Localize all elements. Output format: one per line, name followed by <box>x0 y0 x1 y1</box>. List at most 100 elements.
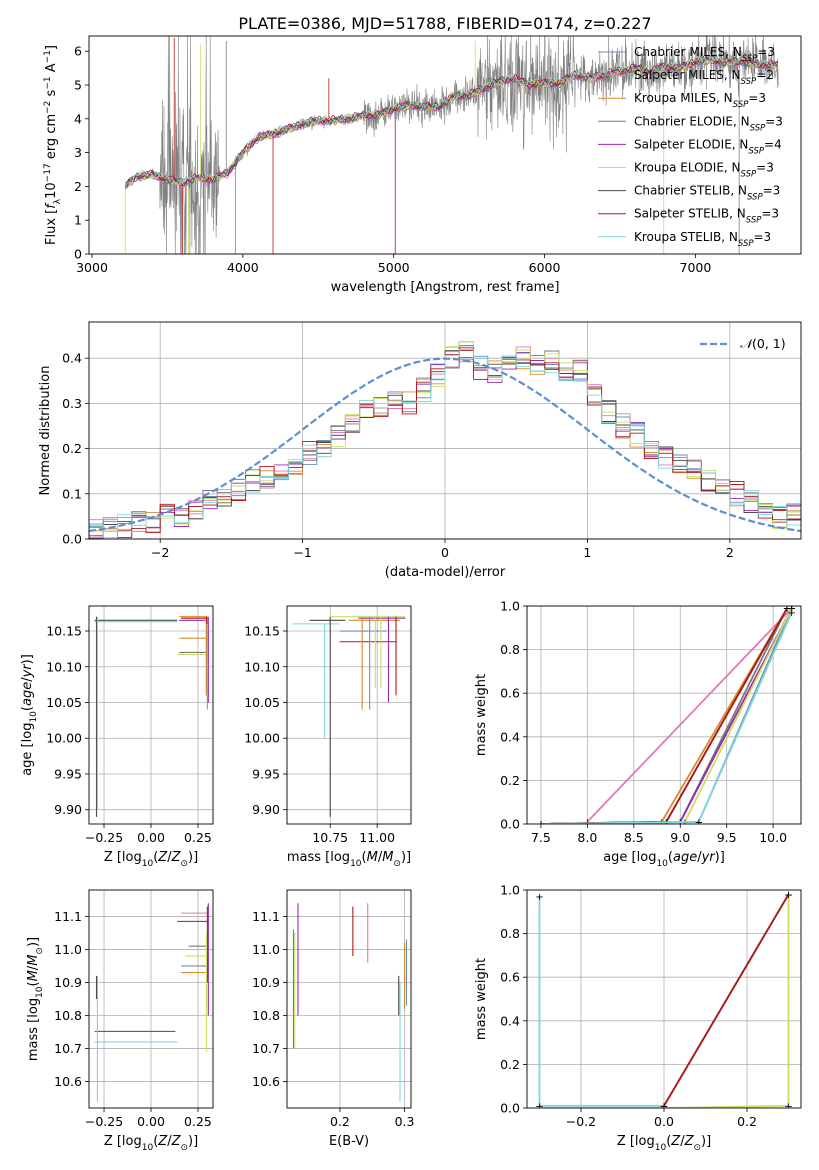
weight-marker: + <box>783 604 791 615</box>
y-tick-label: 6 <box>74 44 82 59</box>
spectrum-legend: Chabrier MILES, NSSP=3 Salpeter MILES, NS… <box>598 45 783 249</box>
x-tick-label: 0.2 <box>737 1114 757 1129</box>
y-tick-label: 10.00 <box>244 731 280 746</box>
y-tick-label: 9.90 <box>54 802 82 817</box>
x-tick-label: 0.00 <box>137 1114 165 1129</box>
weight-line <box>586 607 793 823</box>
y-tick-label: 1.0 <box>500 599 520 614</box>
axes-frame <box>526 605 802 825</box>
y-axis-label: Flux [fλ10−17 erg cm−2 s−1 A−1] <box>43 45 63 245</box>
weight-marker: + <box>783 604 791 615</box>
weight-line <box>538 896 664 1107</box>
y-tick-label: 11.1 <box>54 909 82 924</box>
y-tick-label: 0.4 <box>62 351 82 366</box>
x-tick-label: 7000 <box>680 260 712 275</box>
y-tick-label: 0.0 <box>62 532 82 547</box>
plot-area <box>89 606 213 824</box>
y-tick-label: 3 <box>74 145 82 160</box>
weight-marker: + <box>657 817 665 828</box>
chart-mass-vs-Z: −0.25 0.00 0.25 10.6 10.7 10.8 10.9 11.0 11.1 Z [… <box>26 889 214 1153</box>
x-tick-label: −2 <box>151 545 169 560</box>
charts: 3000 4000 5000 6000 7000 0 1 2 3 4 5 6 Chabrier MILE… <box>20 35 802 1153</box>
y-tick-label: 0.0 <box>500 1101 520 1116</box>
x-axis-label: Z [log10(Z/Z⊙)] <box>104 1134 198 1153</box>
y-tick-label: 0.8 <box>500 926 520 941</box>
y-axis-label: Normed distribution <box>38 366 53 496</box>
x-axis-label: wavelength [Angstrom, rest frame] <box>331 280 560 295</box>
model-spectrum <box>124 55 778 187</box>
weight-line <box>540 607 793 824</box>
y-tick-label: 10.8 <box>54 1008 82 1023</box>
y-tick-label: 11.0 <box>252 942 280 957</box>
chart-age-vs-Z: −0.25 0.00 0.25 9.90 9.95 10.00 10.05 10.10 10.1… <box>20 605 214 869</box>
x-tick-label: 8.5 <box>624 830 644 845</box>
legend-label: Kroupa STELIB, NSSP=3 <box>634 230 771 249</box>
figure-title: PLATE=0386, MJD=51788, FIBERID=0174, z=0… <box>238 14 651 33</box>
weight-line <box>540 607 793 824</box>
y-tick-label: 10.00 <box>46 731 82 746</box>
axes-frame <box>88 321 802 540</box>
y-tick-label: 0.4 <box>500 729 520 744</box>
y-tick-label: 0.8 <box>500 642 520 657</box>
weight-marker: + <box>784 1101 792 1112</box>
y-tick-label: 10.05 <box>244 695 280 710</box>
weight-marker: + <box>784 890 792 901</box>
weight-line <box>540 607 788 824</box>
weight-marker: + <box>660 1101 668 1112</box>
chart-weight-vs-Z: + + ++++ +++++−0.2 0.0 0.20.00.20.40.60.81.0Z… <box>474 883 802 1153</box>
y-tick-label: 9.90 <box>252 802 280 817</box>
y-tick-label: 0.4 <box>500 1013 520 1028</box>
x-axis-label: Z [log10(Z/Z⊙)] <box>104 850 198 869</box>
weight-marker: + <box>788 604 796 615</box>
weight-marker: + <box>537 820 545 831</box>
plot-area <box>89 322 801 539</box>
weight-line <box>540 607 788 824</box>
weight-marker: + <box>695 817 703 828</box>
weight-line <box>540 612 793 824</box>
axes-frame <box>286 605 412 825</box>
x-tick-label: 7.5 <box>531 830 551 845</box>
axes-frame <box>88 35 802 255</box>
weight-line <box>540 607 793 824</box>
x-tick-label: −1 <box>293 545 311 560</box>
residual-histogram <box>89 349 801 539</box>
y-tick-label: 0.2 <box>500 773 520 788</box>
chart-residuals: −2 −1 0 1 2 0.0 0.1 0.2 0.3 0.4 𝒩(0, 1) (data-model… <box>38 321 802 580</box>
x-tick-label: 6000 <box>529 260 561 275</box>
weight-marker: + <box>535 1101 543 1112</box>
x-axis-label: mass [log10(M/M⊙)] <box>287 850 411 869</box>
weight-marker: + <box>788 608 796 619</box>
weight-marker: + <box>537 820 545 831</box>
weight-line <box>540 607 788 824</box>
x-tick-label: 5000 <box>378 260 410 275</box>
chart-age-vs-mass: 10.75 11.00 9.90 9.95 10.00 10.05 10.10 10.15 ma… <box>244 605 412 869</box>
residual-legend: 𝒩(0, 1) <box>700 336 786 351</box>
plot-area <box>287 606 411 824</box>
y-tick-label: 10.8 <box>252 1008 280 1023</box>
weight-line <box>539 894 790 1108</box>
x-tick-label: 0.0 <box>654 1114 674 1129</box>
x-tick-label: 10.0 <box>759 830 787 845</box>
x-axis-label: (data-model)/error <box>385 565 506 580</box>
legend-label: Chabrier MILES, NSSP=3 <box>634 45 775 64</box>
chart-weight-vs-age: + +++++ +++ +++ +++ +++ +++ +++ ++7.5 8.0 8.5 9.0 9.… <box>474 599 802 869</box>
legend-label: Kroupa ELODIE, NSSP=3 <box>634 161 774 180</box>
y-tick-label: 10.15 <box>46 624 82 639</box>
weight-marker: + <box>788 604 796 615</box>
plot-area <box>89 890 213 1108</box>
y-tick-label: 11.1 <box>252 909 280 924</box>
model-spectrum <box>124 56 779 189</box>
model-spectrum <box>124 55 779 188</box>
x-tick-label: 0.3 <box>395 1114 415 1129</box>
x-axis-label: E(B-V) <box>329 1134 369 1149</box>
y-tick-label: 9.95 <box>252 766 280 781</box>
y-tick-label: 0 <box>74 247 82 262</box>
legend-label: 𝒩(0, 1) <box>740 336 786 351</box>
weight-marker: + <box>788 604 796 615</box>
x-tick-label: 4000 <box>227 260 259 275</box>
weight-marker: + <box>783 604 791 615</box>
weight-marker: + <box>537 820 545 831</box>
x-tick-label: 0.2 <box>330 1114 350 1129</box>
weight-marker: + <box>583 817 591 828</box>
